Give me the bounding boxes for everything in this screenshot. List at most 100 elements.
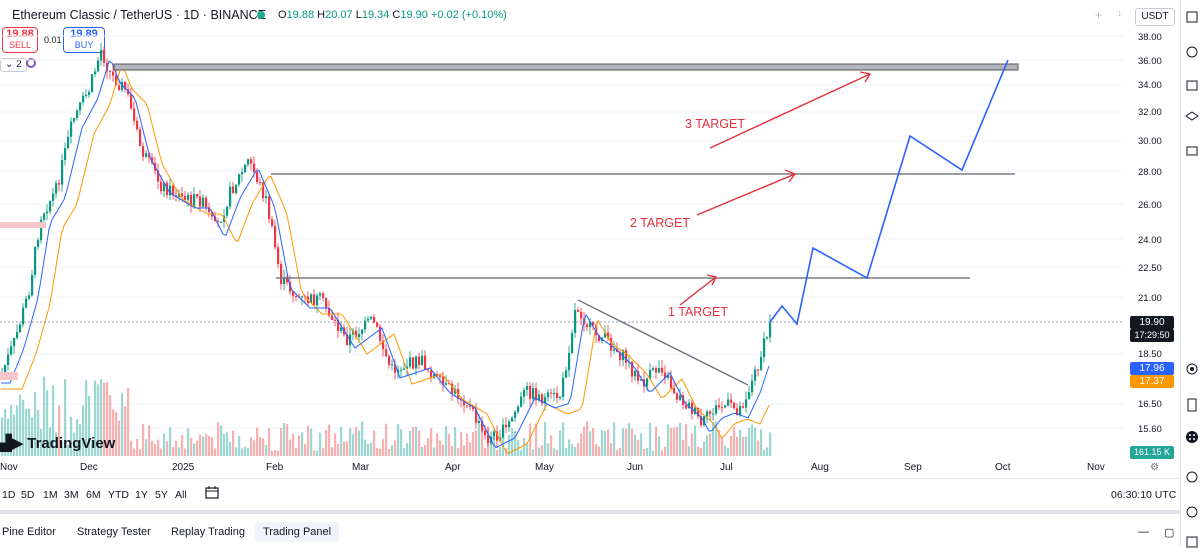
candle-body xyxy=(85,94,88,96)
candle-body xyxy=(253,163,256,172)
candle-body xyxy=(148,153,151,158)
ohlc-close: 19.90 xyxy=(400,9,428,21)
range-5d[interactable]: 5D xyxy=(21,489,35,501)
chart-grid xyxy=(0,35,1124,429)
volume-bar xyxy=(532,449,535,456)
range-1y[interactable]: 1Y xyxy=(135,489,148,501)
volume-bar xyxy=(55,432,58,456)
candle-body xyxy=(262,182,265,199)
candle-body xyxy=(445,383,448,385)
calendar-icon[interactable] xyxy=(1185,78,1199,92)
chat-icon[interactable] xyxy=(1185,145,1199,159)
utc-clock[interactable]: 06:30:10 UTC xyxy=(1111,489,1177,501)
candle-body xyxy=(76,110,79,119)
price-tick: 36.00 xyxy=(1138,56,1162,67)
buy-button[interactable]: 19.89 BUY xyxy=(63,27,105,53)
range-3m[interactable]: 3M xyxy=(64,489,79,501)
time-axis[interactable]: Nov Dec 2025 Feb Mar Apr May Jun Jul Aug… xyxy=(0,458,1180,476)
volume-bar xyxy=(667,424,670,456)
gear-icon[interactable]: ⚙ xyxy=(1150,462,1159,473)
candle-body xyxy=(190,194,193,206)
ma-fast-line xyxy=(1,60,770,449)
range-6m[interactable]: 6M xyxy=(86,489,101,501)
volume-bar xyxy=(712,421,715,456)
tab-replay-trading[interactable]: Replay Trading xyxy=(171,526,245,538)
candle-body xyxy=(331,315,334,320)
range-1d[interactable]: 1D xyxy=(2,489,16,501)
currency-select[interactable]: USDT xyxy=(1135,8,1175,26)
arrow-down-icon[interactable]: ↓ xyxy=(1117,8,1122,19)
candle-body xyxy=(340,327,343,331)
candle-body xyxy=(208,207,211,213)
volume-bar xyxy=(331,447,334,456)
volume-bar xyxy=(751,424,754,456)
candle-body xyxy=(745,399,748,408)
volume-bar xyxy=(169,427,172,456)
symbol-title[interactable]: Ethereum Classic / TetherUS · 1D · BINAN… xyxy=(12,8,267,22)
range-all[interactable]: All xyxy=(175,489,187,501)
candle-body xyxy=(517,406,520,412)
layers-icon[interactable] xyxy=(1185,110,1199,124)
candle-body xyxy=(415,356,418,369)
broadcast-icon[interactable] xyxy=(1185,362,1199,376)
minimize-icon[interactable]: — xyxy=(1138,526,1149,538)
volume-bar xyxy=(289,439,292,456)
volume-bar xyxy=(70,416,73,456)
volume-bar xyxy=(472,431,475,456)
candle-body xyxy=(559,396,562,399)
volume-bar xyxy=(82,405,85,456)
candle-body xyxy=(175,195,178,197)
candle-body xyxy=(625,350,628,363)
candle-body xyxy=(634,371,637,377)
candle-body xyxy=(310,294,313,304)
grid-dots-icon[interactable] xyxy=(1185,430,1199,444)
candle-body xyxy=(466,405,469,407)
settings-icon[interactable] xyxy=(1185,505,1199,519)
current-price-tag: 19.90 xyxy=(1130,316,1174,329)
volume-bar xyxy=(496,449,499,456)
candle-body xyxy=(361,329,364,334)
tab-pine-editor[interactable]: Pine Editor xyxy=(2,526,56,538)
volume-bar xyxy=(622,428,625,456)
price-scale[interactable]: 38.00 36.00 34.00 32.00 30.00 28.00 26.0… xyxy=(1124,28,1179,459)
volume-bar xyxy=(181,435,184,456)
volume-bar xyxy=(490,437,493,456)
loading-circle-icon xyxy=(26,58,36,68)
calendar-range-icon[interactable] xyxy=(205,485,219,502)
range-ytd[interactable]: YTD xyxy=(108,489,129,501)
candle-body xyxy=(139,129,142,147)
target-3-label: 3 TARGET xyxy=(685,117,745,131)
range-5y[interactable]: 5Y xyxy=(155,489,168,501)
candle-body xyxy=(346,334,349,346)
help-icon[interactable] xyxy=(1185,470,1199,484)
candle-body xyxy=(58,183,61,185)
candle-body xyxy=(232,186,235,193)
volume-bar xyxy=(250,437,253,456)
candle-body xyxy=(619,352,622,361)
sell-button[interactable]: 19.88 SELL xyxy=(2,27,38,53)
plus-icon[interactable]: + xyxy=(1095,8,1103,22)
candle-body xyxy=(664,372,667,378)
candle-body xyxy=(427,369,430,371)
watchlist-icon[interactable] xyxy=(1185,10,1199,24)
tab-trading-panel[interactable]: Trading Panel xyxy=(255,522,340,542)
panel-icon[interactable] xyxy=(1185,535,1199,549)
candle-body xyxy=(406,366,409,369)
candle-body xyxy=(226,206,229,216)
candle-body xyxy=(61,160,64,185)
volume-bar xyxy=(19,394,22,456)
range-1m[interactable]: 1M xyxy=(43,489,58,501)
tab-strategy-tester[interactable]: Strategy Tester xyxy=(77,526,151,538)
candle-body xyxy=(652,368,655,370)
buy-label: BUY xyxy=(74,40,94,50)
clock-icon[interactable] xyxy=(1185,45,1199,59)
volume-bar xyxy=(388,449,391,456)
notes-icon[interactable] xyxy=(1185,398,1199,412)
price-tick: 16.50 xyxy=(1138,399,1162,410)
maximize-icon[interactable]: ▢ xyxy=(1164,527,1175,539)
price-chart[interactable] xyxy=(0,28,1124,458)
volume-bar xyxy=(343,441,346,456)
candle-body xyxy=(235,184,238,193)
volume-bar xyxy=(397,423,400,456)
candle-body xyxy=(73,118,76,122)
